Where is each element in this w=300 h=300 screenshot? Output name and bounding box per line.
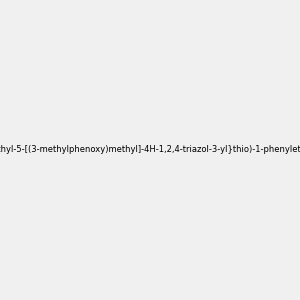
Text: 2-({4-ethyl-5-[(3-methylphenoxy)methyl]-4H-1,2,4-triazol-3-yl}thio)-1-phenyletha: 2-({4-ethyl-5-[(3-methylphenoxy)methyl]-… <box>0 146 300 154</box>
